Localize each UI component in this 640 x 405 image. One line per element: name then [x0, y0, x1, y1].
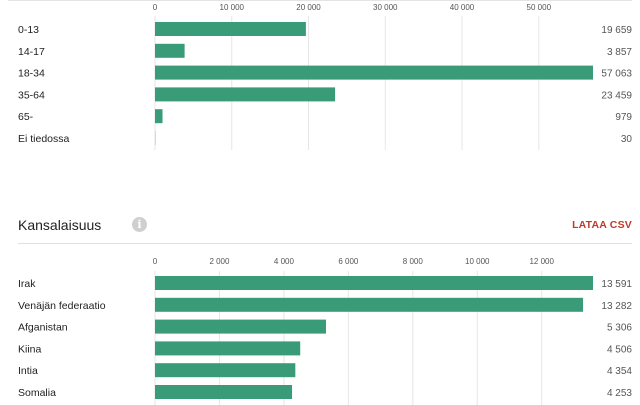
category-label: 14-17	[18, 46, 45, 58]
section-title: Kansalaisuus	[18, 217, 102, 233]
value-label: 23 459	[601, 90, 632, 101]
category-label: Intia	[18, 365, 38, 377]
x-tick-label: 6 000	[338, 257, 359, 266]
citizenship-section-header: Kansalaisuus i LATAA CSV	[18, 213, 632, 244]
age-group-chart-svg: 0 10 000 20 000 30 000 40 000 50 000 0-13 19 65…	[18, 3, 633, 150]
info-icon[interactable]: i	[132, 217, 147, 232]
bar	[155, 341, 301, 356]
bar	[155, 297, 584, 312]
value-label: 4 506	[607, 344, 632, 355]
category-label: Afganistan	[18, 322, 68, 334]
category-label: Somalia	[18, 387, 56, 399]
top-divider	[8, 0, 632, 1]
value-label: 13 591	[601, 279, 632, 290]
x-tick-label: 8 000	[403, 257, 424, 266]
value-label: 30	[621, 134, 633, 145]
value-label: 19 659	[601, 25, 632, 36]
x-tick-label: 2 000	[209, 257, 230, 266]
x-tick-label: 40 000	[450, 3, 475, 12]
category-label: 18-34	[18, 68, 45, 80]
bar	[155, 276, 593, 290]
bar	[155, 363, 296, 378]
value-label: 979	[615, 112, 632, 123]
age-group-chart: 0 10 000 20 000 30 000 40 000 50 000 0-13 19 65…	[0, 0, 640, 160]
category-label: Irak	[18, 278, 36, 290]
value-label: 13 282	[601, 301, 632, 312]
value-label: 57 063	[601, 69, 632, 80]
x-tick-label: 10 000	[465, 257, 490, 266]
category-label: 35-64	[18, 89, 45, 101]
citizenship-chart-svg: 0 2 000 4 000 6 000 8 000 10 000 12 000 Irak 13 …	[18, 257, 632, 405]
bar	[155, 22, 306, 36]
download-csv-link[interactable]: LATAA CSV	[572, 219, 632, 231]
x-tick-label: 10 000	[220, 3, 245, 12]
bar	[155, 385, 293, 399]
x-tick-label: 0	[153, 3, 158, 12]
bar	[155, 109, 163, 124]
value-label: 4 354	[607, 366, 632, 377]
x-tick-label: 30 000	[373, 3, 398, 12]
bar	[155, 319, 326, 334]
category-label: Venäjän federaatio	[18, 300, 106, 312]
value-label: 3 857	[607, 47, 632, 58]
bar	[155, 87, 336, 102]
category-label: 65-	[18, 111, 34, 123]
category-label: Ei tiedossa	[18, 133, 70, 145]
x-tick-label: 50 000	[527, 3, 552, 12]
value-label: 4 253	[607, 388, 632, 399]
x-tick-label: 20 000	[296, 3, 321, 12]
bar	[155, 65, 593, 80]
x-tick-label: 12 000	[529, 257, 554, 266]
x-tick-label: 0	[153, 257, 158, 266]
citizenship-chart: 0 2 000 4 000 6 000 8 000 10 000 12 000 Irak 13 …	[0, 250, 640, 405]
category-label: 0-13	[18, 24, 39, 36]
value-label: 5 306	[607, 323, 632, 334]
bar	[155, 43, 185, 58]
category-label: Kiina	[18, 343, 42, 355]
x-tick-label: 4 000	[274, 257, 295, 266]
